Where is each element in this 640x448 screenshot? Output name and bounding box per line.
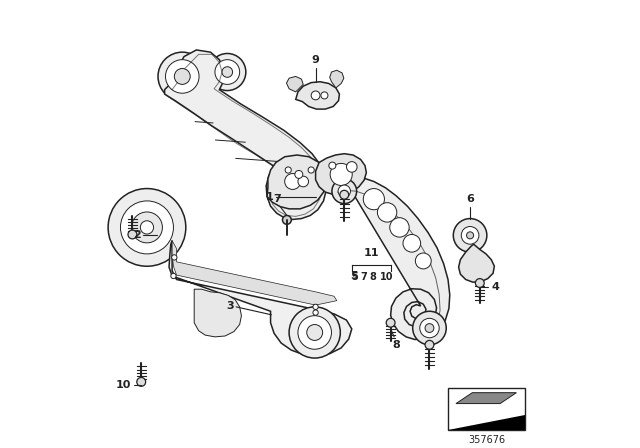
Circle shape <box>215 60 239 84</box>
Circle shape <box>461 227 479 244</box>
Text: 11: 11 <box>364 248 379 258</box>
Text: 7: 7 <box>273 194 280 204</box>
Text: 3: 3 <box>227 301 234 311</box>
Text: 5: 5 <box>350 271 358 281</box>
Circle shape <box>174 69 190 84</box>
Polygon shape <box>330 70 344 88</box>
Circle shape <box>425 323 434 332</box>
Circle shape <box>158 52 207 101</box>
Circle shape <box>453 219 487 252</box>
Circle shape <box>166 60 199 93</box>
Circle shape <box>332 179 356 203</box>
Circle shape <box>364 189 385 210</box>
Circle shape <box>171 273 176 279</box>
Circle shape <box>137 378 146 386</box>
Text: 8: 8 <box>369 272 376 282</box>
Circle shape <box>307 324 323 340</box>
Polygon shape <box>164 50 326 220</box>
Circle shape <box>321 92 328 99</box>
Bar <box>448 388 525 430</box>
Polygon shape <box>456 393 516 404</box>
Circle shape <box>467 232 474 239</box>
Circle shape <box>298 176 308 187</box>
Text: 1: 1 <box>266 191 274 202</box>
Circle shape <box>346 162 357 172</box>
Text: 357676: 357676 <box>468 435 505 445</box>
Circle shape <box>378 202 397 222</box>
Circle shape <box>285 173 301 190</box>
Text: 4: 4 <box>492 282 499 293</box>
Circle shape <box>425 340 434 349</box>
Circle shape <box>413 311 446 345</box>
Circle shape <box>476 279 484 288</box>
Circle shape <box>108 189 186 266</box>
Text: 2: 2 <box>134 230 141 240</box>
Circle shape <box>140 221 154 234</box>
Circle shape <box>282 215 291 224</box>
Polygon shape <box>169 241 352 355</box>
Polygon shape <box>344 177 450 340</box>
Circle shape <box>131 212 163 243</box>
Circle shape <box>330 164 352 185</box>
Circle shape <box>386 319 395 327</box>
Circle shape <box>329 162 336 169</box>
Circle shape <box>313 304 318 310</box>
Circle shape <box>403 234 420 252</box>
Circle shape <box>120 201 173 254</box>
Text: 5: 5 <box>351 272 358 282</box>
Circle shape <box>295 170 303 178</box>
Text: 6: 6 <box>466 194 474 203</box>
Circle shape <box>298 316 332 349</box>
Circle shape <box>420 319 439 338</box>
Circle shape <box>285 167 291 173</box>
Circle shape <box>338 185 351 198</box>
Circle shape <box>390 218 409 237</box>
Text: 10: 10 <box>380 272 393 282</box>
Polygon shape <box>296 82 339 109</box>
Text: 7: 7 <box>360 272 367 282</box>
Text: 10: 10 <box>116 379 131 390</box>
Text: 8: 8 <box>392 340 400 350</box>
Circle shape <box>311 91 320 100</box>
Polygon shape <box>459 244 494 282</box>
Polygon shape <box>172 241 337 305</box>
Polygon shape <box>316 154 366 195</box>
Circle shape <box>308 167 314 173</box>
Circle shape <box>313 310 318 315</box>
Circle shape <box>172 255 177 260</box>
Circle shape <box>128 230 137 239</box>
Circle shape <box>340 190 349 199</box>
Polygon shape <box>267 155 326 209</box>
Circle shape <box>289 307 340 358</box>
Polygon shape <box>448 415 525 430</box>
Circle shape <box>415 253 431 269</box>
Circle shape <box>222 67 232 78</box>
Text: 9: 9 <box>312 56 319 65</box>
Circle shape <box>209 53 246 90</box>
Polygon shape <box>194 289 241 337</box>
Polygon shape <box>287 77 303 92</box>
